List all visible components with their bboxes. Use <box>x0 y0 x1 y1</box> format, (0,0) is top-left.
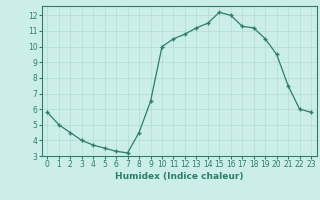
X-axis label: Humidex (Indice chaleur): Humidex (Indice chaleur) <box>115 172 244 181</box>
